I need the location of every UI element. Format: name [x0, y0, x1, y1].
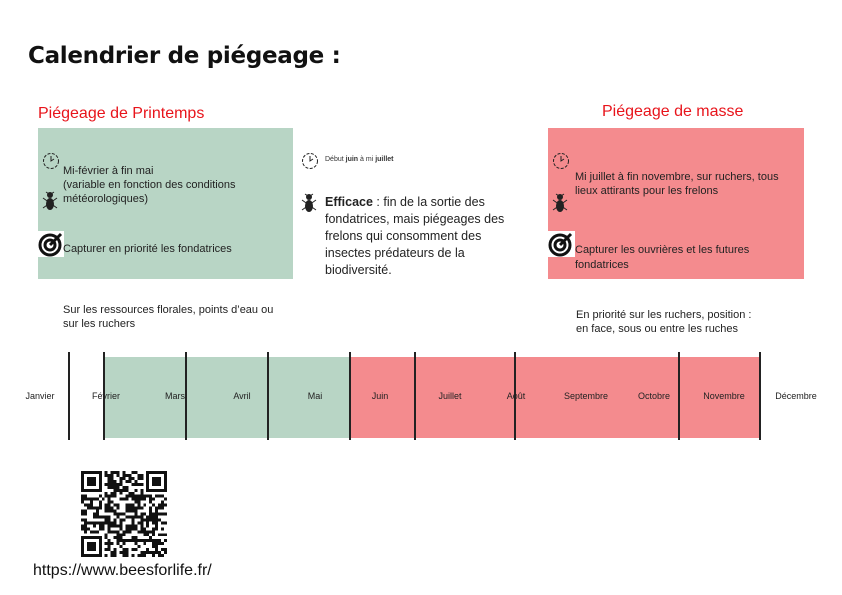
spring-period: Mi-février à fin mai (variable en foncti…	[63, 164, 288, 206]
hornet-icon	[42, 191, 58, 210]
month-label: Août	[506, 391, 526, 401]
month-label: Mai	[307, 391, 323, 401]
mass-location: En priorité sur les ruchers, position : …	[576, 308, 751, 336]
middle-efficace: Efficace : fin de la sortie des fondatri…	[325, 194, 525, 279]
period-text: Début	[325, 156, 346, 163]
spring-location: Sur les ressources florales, points d’ea…	[63, 303, 273, 331]
efficace-label: Efficace	[325, 195, 373, 209]
month-label: Septembre	[563, 391, 609, 401]
middle-period: Début juin à mi juillet	[325, 156, 393, 163]
mass-target: Capturer les ouvrières et les futures fo…	[575, 244, 750, 271]
target-icon	[38, 231, 64, 257]
mass-box: Mi juillet à fin novembre, sur ruchers, …	[548, 128, 804, 279]
month-divider	[514, 352, 516, 440]
spring-location-line: Sur les ressources florales, points d’ea…	[63, 304, 274, 316]
spring-period-note: météorologiques)	[63, 193, 148, 205]
efficace-text: : fin de la sortie des fondatrices, mais…	[325, 195, 505, 277]
hornet-icon	[552, 193, 568, 212]
mass-location-line: En priorité sur les ruchers, position :	[576, 309, 752, 321]
month-divider	[103, 352, 105, 440]
month-divider	[678, 352, 680, 440]
period-month: juillet	[375, 156, 394, 163]
clock-icon	[43, 153, 59, 169]
month-divider	[759, 352, 761, 440]
target-icon	[548, 231, 575, 257]
month-label: Janvier	[25, 391, 55, 401]
clock-icon	[302, 153, 318, 169]
mass-location-line: en face, sous ou entre les ruches	[576, 323, 739, 335]
timeline-mass-band	[349, 357, 759, 438]
month-label: Mars	[165, 391, 185, 401]
month-divider	[414, 352, 416, 440]
month-divider	[267, 352, 269, 440]
month-label: Octobre	[637, 391, 671, 401]
spring-location-line: sur les ruchers	[63, 318, 136, 330]
spring-period-text: Mi-février à fin mai	[63, 165, 154, 177]
hornet-icon	[301, 193, 317, 212]
month-label: Février	[91, 391, 121, 401]
qr-code-icon[interactable]	[81, 471, 167, 557]
mass-heading: Piégeage de masse	[602, 103, 744, 120]
month-label: Novembre	[703, 391, 745, 401]
page-title: Calendrier de piégeage :	[28, 43, 341, 69]
clock-icon	[553, 153, 569, 169]
month-divider	[349, 352, 351, 440]
spring-period-note: (variable en fonction des conditions	[63, 179, 236, 191]
period-month: juin	[345, 156, 359, 163]
spring-box: Mi-février à fin mai (variable en foncti…	[38, 128, 293, 279]
spring-target: Capturer en priorité les fondatrices	[63, 243, 232, 255]
month-label: Décembre	[775, 391, 817, 401]
period-text: à mi	[358, 156, 376, 163]
mass-period: Mi juillet à fin novembre, sur ruchers, …	[575, 171, 779, 197]
timeline-spring-band	[104, 357, 349, 438]
month-label: Juin	[371, 391, 389, 401]
month-label: Avril	[233, 391, 251, 401]
month-label: Juillet	[438, 391, 462, 401]
month-divider	[68, 352, 70, 440]
month-divider	[185, 352, 187, 440]
website-link[interactable]: https://www.beesforlife.fr/	[33, 562, 212, 579]
spring-heading: Piégeage de Printemps	[38, 105, 205, 122]
